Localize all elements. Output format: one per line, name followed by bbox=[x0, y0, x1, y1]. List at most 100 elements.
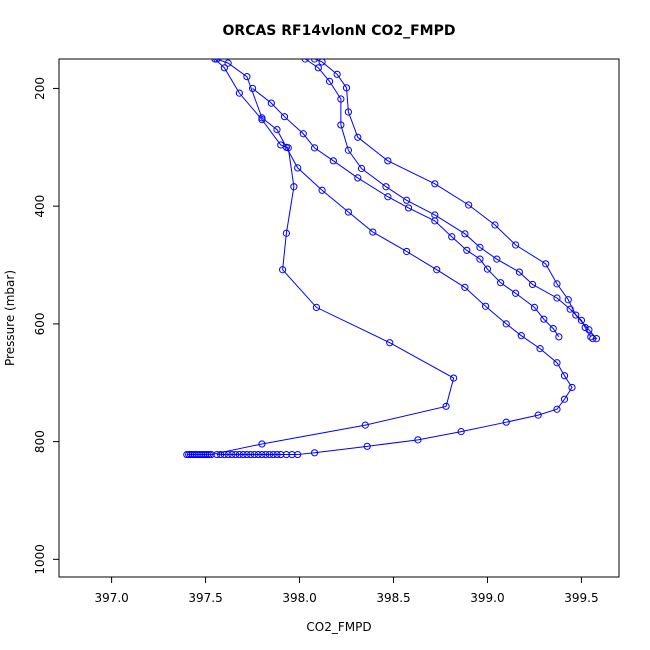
data-point bbox=[357, 164, 366, 173]
series-line bbox=[252, 88, 560, 338]
x-axis-label: CO2_FMPD bbox=[306, 620, 371, 634]
data-point bbox=[243, 450, 251, 459]
data-point bbox=[566, 305, 574, 313]
data-point bbox=[581, 323, 589, 332]
data-point bbox=[228, 450, 236, 459]
y-tick-label: 400 bbox=[33, 195, 47, 218]
data-point bbox=[273, 450, 281, 459]
series-5 bbox=[248, 84, 563, 341]
data-point bbox=[342, 84, 351, 92]
data-point bbox=[414, 436, 422, 444]
data-point bbox=[269, 450, 277, 459]
data-point bbox=[220, 64, 228, 72]
data-point bbox=[502, 320, 510, 328]
x-tick-label: 398.0 bbox=[282, 591, 316, 605]
data-point bbox=[344, 146, 352, 154]
data-point bbox=[386, 339, 394, 347]
data-point bbox=[502, 418, 510, 426]
data-point bbox=[190, 450, 198, 459]
data-point bbox=[384, 157, 392, 165]
data-point bbox=[220, 450, 228, 459]
data-point bbox=[465, 201, 473, 209]
y-tick-label: 800 bbox=[33, 430, 47, 453]
data-point bbox=[553, 294, 561, 302]
data-point bbox=[301, 59, 309, 63]
data-point bbox=[310, 449, 319, 457]
data-point bbox=[290, 183, 298, 191]
data-point bbox=[587, 333, 595, 341]
data-point bbox=[213, 450, 221, 459]
data-point bbox=[448, 233, 456, 241]
data-point bbox=[461, 230, 469, 238]
data-point bbox=[555, 333, 563, 341]
data-point bbox=[318, 186, 326, 194]
data-point bbox=[188, 450, 197, 459]
data-point bbox=[536, 345, 544, 353]
data-point bbox=[333, 70, 341, 78]
data-point bbox=[483, 265, 492, 273]
data-point bbox=[476, 255, 484, 263]
data-point bbox=[262, 450, 270, 459]
data-point bbox=[461, 283, 469, 291]
data-point bbox=[337, 121, 345, 129]
data-point bbox=[354, 174, 362, 182]
data-point bbox=[363, 442, 371, 450]
data-point bbox=[318, 59, 326, 66]
data-point bbox=[457, 428, 465, 436]
data-point bbox=[294, 164, 302, 172]
data-point bbox=[433, 266, 441, 274]
data-point bbox=[512, 289, 520, 297]
data-point bbox=[481, 302, 490, 310]
series-layer bbox=[183, 59, 601, 459]
data-point bbox=[258, 440, 266, 448]
data-point bbox=[282, 143, 290, 151]
series-line bbox=[186, 59, 455, 456]
data-point bbox=[530, 303, 539, 311]
data-point bbox=[254, 450, 262, 459]
data-point bbox=[185, 450, 193, 459]
data-point bbox=[564, 296, 572, 304]
data-point bbox=[280, 113, 289, 121]
data-point bbox=[403, 247, 411, 256]
data-point bbox=[310, 144, 319, 152]
data-point bbox=[267, 99, 275, 107]
series-3 bbox=[310, 59, 601, 343]
data-point bbox=[337, 95, 345, 103]
data-point bbox=[194, 450, 202, 459]
data-point bbox=[312, 303, 321, 311]
series-2 bbox=[213, 59, 576, 459]
data-point bbox=[354, 133, 362, 141]
data-point bbox=[192, 450, 200, 459]
data-point bbox=[239, 450, 247, 459]
data-point bbox=[183, 450, 191, 459]
x-tick-label: 397.0 bbox=[94, 591, 128, 605]
x-axis: 397.0 397.5 398.0 398.5 399.0 399.5 bbox=[94, 577, 599, 605]
data-point bbox=[528, 280, 537, 289]
series-line bbox=[216, 59, 573, 456]
data-point bbox=[310, 59, 319, 63]
data-point bbox=[517, 332, 525, 340]
data-point bbox=[553, 280, 561, 288]
data-point bbox=[277, 450, 285, 459]
data-point bbox=[217, 450, 225, 459]
data-point bbox=[540, 315, 548, 323]
data-point bbox=[589, 335, 597, 343]
data-point bbox=[196, 450, 204, 459]
data-point bbox=[463, 246, 471, 254]
data-point bbox=[247, 450, 255, 459]
series-4 bbox=[301, 59, 595, 341]
chart-title: ORCAS RF14vlonN CO2_FMPD bbox=[223, 23, 456, 39]
data-point bbox=[568, 383, 576, 392]
data-point bbox=[258, 450, 266, 459]
data-point bbox=[542, 260, 550, 268]
data-point bbox=[497, 279, 505, 287]
data-point bbox=[476, 243, 484, 251]
data-point bbox=[553, 405, 561, 413]
data-point bbox=[265, 450, 274, 459]
data-point bbox=[250, 450, 259, 459]
data-point bbox=[213, 59, 221, 63]
data-point bbox=[273, 126, 281, 134]
data-point bbox=[224, 59, 232, 67]
data-point bbox=[282, 229, 290, 237]
y-tick-label: 200 bbox=[33, 77, 47, 100]
